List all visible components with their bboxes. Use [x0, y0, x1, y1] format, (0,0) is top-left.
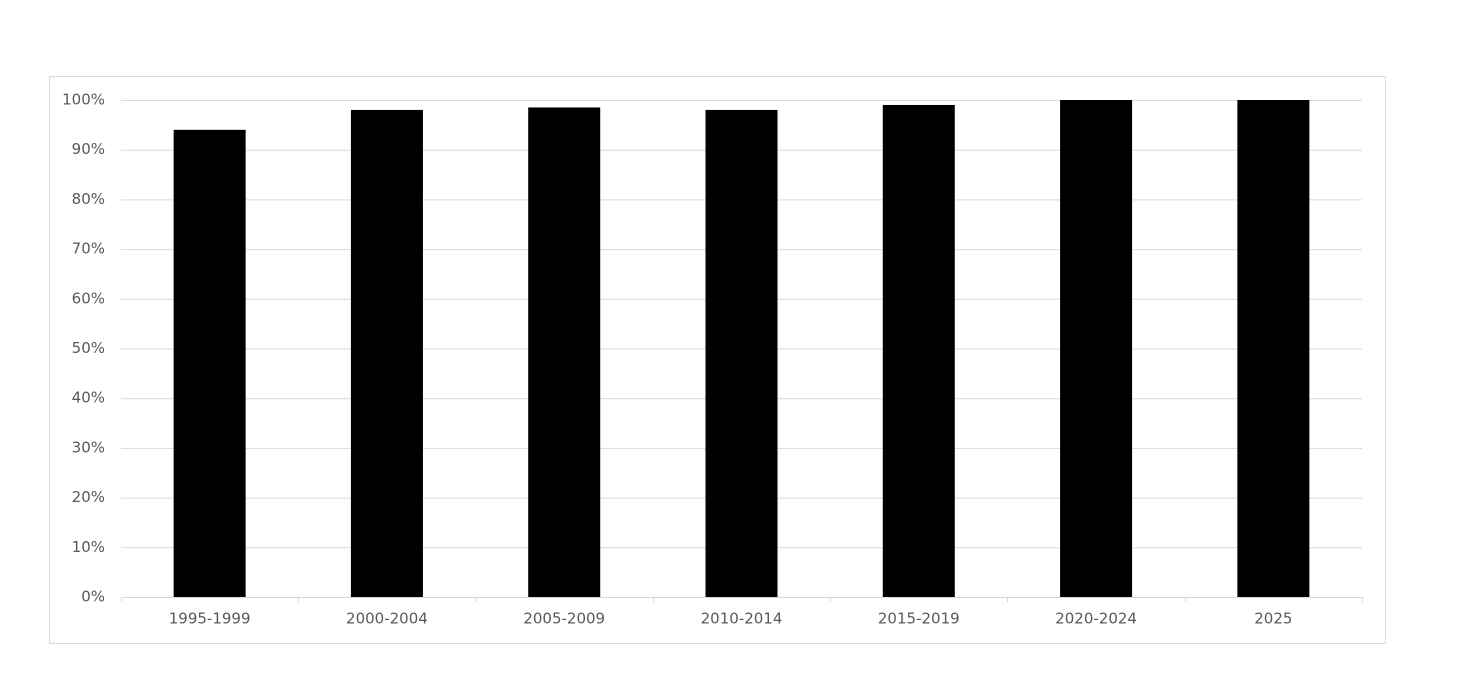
x-tick-label: 2025: [1254, 610, 1292, 628]
y-tick-label: 30%: [72, 438, 105, 456]
y-tick-label: 40%: [72, 389, 105, 407]
bar: [173, 129, 246, 597]
x-tick-label: 1995-1999: [169, 610, 251, 628]
y-tick-label: 10%: [72, 538, 105, 556]
bar: [1060, 100, 1133, 597]
x-tick-label: 2010-2014: [701, 610, 783, 628]
y-tick-label: 90%: [72, 140, 105, 158]
y-tick-label: 60%: [72, 289, 105, 307]
y-tick-label: 50%: [72, 339, 105, 357]
bar: [350, 109, 423, 597]
bar: [528, 107, 601, 597]
bar: [705, 109, 778, 597]
x-tick-label: 2000-2004: [346, 610, 428, 628]
y-tick-label: 100%: [62, 91, 105, 109]
x-tick-label: 2015-2019: [878, 610, 960, 628]
x-tick-label: 2020-2024: [1055, 610, 1137, 628]
y-tick-label: 70%: [72, 240, 105, 258]
bar: [882, 104, 955, 597]
y-tick-label: 80%: [72, 190, 105, 208]
bar: [1237, 100, 1310, 597]
x-tick-label: 2005-2009: [523, 610, 605, 628]
y-tick-label: 0%: [81, 588, 105, 606]
y-tick-label: 20%: [72, 488, 105, 506]
